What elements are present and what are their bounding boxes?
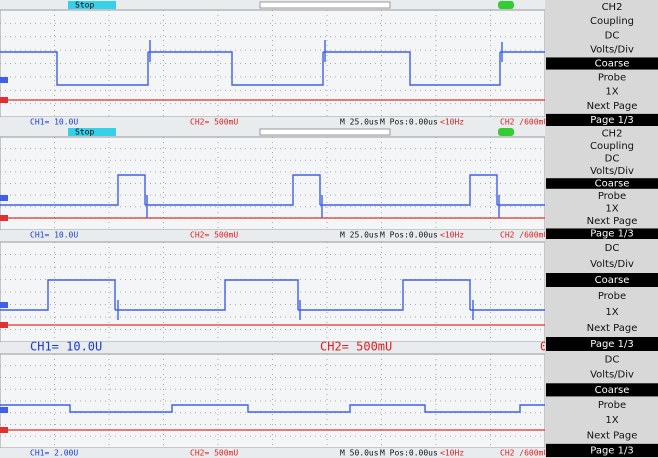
footer-text: CH2 /600mU xyxy=(500,449,548,458)
status-bg xyxy=(68,1,116,9)
menu-item: Coarse xyxy=(595,59,630,70)
ch1-marker xyxy=(0,407,8,413)
trigger-bar xyxy=(259,128,391,136)
trigger-bar xyxy=(259,1,391,9)
footer-text: CH1= 10.0U xyxy=(30,118,78,127)
menu-item: Volts/Div xyxy=(590,166,634,177)
footer-text: M Pos:0.00us xyxy=(380,449,438,458)
menu-box xyxy=(546,113,658,126)
menu-item: DC xyxy=(605,243,620,254)
footer-bg xyxy=(0,342,545,352)
menu-item: Probe xyxy=(598,291,626,302)
menu-item: DC xyxy=(605,30,620,41)
menu-item: 1X xyxy=(605,87,618,98)
grid-area xyxy=(0,136,546,231)
ch2-marker xyxy=(0,427,8,433)
scope-panel: Stop CH1= 10.0U CH2= 500mU M 25.0us M Pos:0.… xyxy=(0,0,658,127)
menu-item: Coupling xyxy=(590,16,634,27)
ch-icon xyxy=(498,128,514,136)
footer-text: CH2 /600mU xyxy=(500,118,548,127)
ch2-marker xyxy=(0,322,8,328)
status-bg xyxy=(68,128,116,136)
ch1-marker xyxy=(0,77,8,83)
footer-text: M Pos:0.00us xyxy=(380,231,438,240)
footer-text: CH2= 500mU xyxy=(190,231,238,240)
menu-item: Page 1/3 xyxy=(590,445,633,456)
menu-item: 1X xyxy=(605,204,618,215)
menu-item: Page 1/3 xyxy=(590,339,633,350)
menu-box xyxy=(546,273,658,287)
ch1-marker xyxy=(0,195,8,201)
footer-bg xyxy=(0,230,545,240)
footer-text: CH2= 500mU xyxy=(320,340,392,354)
footer-text: CH1= 10.0U xyxy=(30,231,78,240)
menu-box xyxy=(546,443,658,457)
footer-text: <10Hz xyxy=(440,118,464,127)
ch1-trace xyxy=(0,404,545,413)
footer-text: M 50.0us xyxy=(340,449,379,458)
menu-item: Coupling xyxy=(590,141,634,152)
footer-text: CH1= 10.0U xyxy=(30,340,102,354)
menu-item: Next Page xyxy=(587,430,638,441)
footer-text: CH2 /600mU xyxy=(500,231,548,240)
scope-panel: Stop CH1= 10.0U CH2= 500mU M 25.0us M Pos:0.… xyxy=(0,127,658,240)
menu-item: Probe xyxy=(598,191,626,202)
menu-box xyxy=(546,178,658,189)
ch1-trace xyxy=(0,279,545,320)
status: Stop xyxy=(75,128,94,137)
footer-text: <10Hz xyxy=(440,231,464,240)
status: Stop xyxy=(75,1,94,10)
footer-bg xyxy=(0,448,545,458)
footer-text: CH2= 500mU xyxy=(190,449,238,458)
menu-item: CH2 xyxy=(602,2,623,13)
menu-item: DC xyxy=(605,355,620,366)
menu-item: Page 1/3 xyxy=(590,115,633,126)
menu-item: Page 1/3 xyxy=(590,229,633,240)
menu-item: Coarse xyxy=(595,385,630,396)
footer-text: <10Hz xyxy=(440,449,464,458)
menu-item: CH2 xyxy=(602,128,623,139)
ch2-marker xyxy=(0,97,8,103)
footer-text: CH2= 500mU xyxy=(190,118,238,127)
menu-bg xyxy=(545,240,658,352)
menu-item: Probe xyxy=(598,400,626,411)
grid-area xyxy=(0,353,546,449)
menu-bg xyxy=(545,352,658,458)
menu-item: Next Page xyxy=(587,323,638,334)
menu-item: Coarse xyxy=(595,179,630,190)
ch1-marker xyxy=(0,302,8,308)
footer-text: M Pos:0.00us xyxy=(380,118,438,127)
footer-bg xyxy=(0,117,545,127)
menu-box xyxy=(546,57,658,70)
scope-panel: CH1= 2.00U CH2= 500mU M 50.0us M Pos:0.00us… xyxy=(0,352,658,458)
menu-item: Next Page xyxy=(587,216,638,227)
menu-box xyxy=(546,228,658,239)
ch1-trace xyxy=(0,40,545,86)
footer-text: M 25.0us xyxy=(340,231,379,240)
menu-item: Volts/Div xyxy=(590,370,634,381)
menu-item: Coarse xyxy=(595,275,630,286)
menu-box xyxy=(546,337,658,351)
menu-item: Next Page xyxy=(587,101,638,112)
menu-item: Volts/Div xyxy=(590,259,634,270)
menu-box xyxy=(546,383,658,397)
footer-text: M 25.0us xyxy=(340,118,379,127)
menu-item: Probe xyxy=(598,73,626,84)
menu-item: Volts/Div xyxy=(590,44,634,55)
menu-item: 1X xyxy=(605,307,618,318)
ch2-marker xyxy=(0,215,8,221)
menu-item: 1X xyxy=(605,415,618,426)
footer-text: CH1= 2.00U xyxy=(30,449,78,458)
menu-item: DC xyxy=(605,153,620,164)
ch1-trace xyxy=(0,174,545,218)
ch-icon xyxy=(498,1,514,9)
